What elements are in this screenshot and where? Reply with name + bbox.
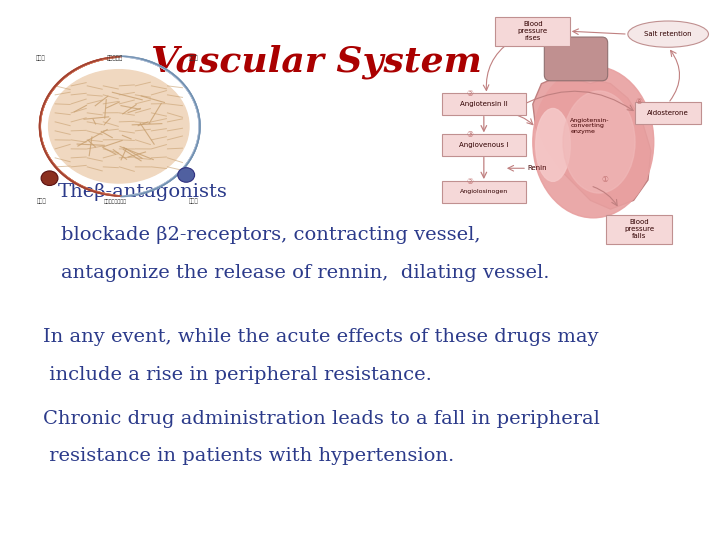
Text: Salt retention: Salt retention	[644, 31, 692, 37]
Text: Theβ-antagonists: Theβ-antagonists	[58, 183, 228, 201]
Text: Blood
pressure
rises: Blood pressure rises	[518, 21, 548, 41]
Text: ②: ②	[466, 177, 473, 186]
FancyBboxPatch shape	[442, 134, 526, 156]
Polygon shape	[533, 75, 651, 209]
Text: 毛细血管网: 毛细血管网	[107, 55, 123, 61]
Text: Vascular System: Vascular System	[151, 45, 482, 79]
Text: Renin: Renin	[527, 165, 546, 171]
Text: blockade β2-receptors, contracting vessel,: blockade β2-receptors, contracting vesse…	[61, 226, 481, 244]
Text: 小动脉: 小动脉	[35, 55, 45, 61]
Text: antagonize the release of rennin,  dilating vessel.: antagonize the release of rennin, dilati…	[61, 264, 549, 282]
Text: Angiolosinogen: Angiolosinogen	[459, 189, 508, 194]
Circle shape	[178, 167, 194, 183]
Circle shape	[41, 171, 58, 186]
Text: ⑧: ⑧	[636, 97, 643, 106]
Text: Angiovenous I: Angiovenous I	[459, 142, 508, 148]
FancyBboxPatch shape	[442, 181, 526, 202]
Text: 毛细血管前括约肌: 毛细血管前括约肌	[104, 199, 127, 204]
Text: 小静脉: 小静脉	[189, 55, 199, 61]
Text: Blood
pressure
falls: Blood pressure falls	[624, 219, 654, 240]
Text: 大动脉: 大动脉	[37, 198, 47, 204]
Ellipse shape	[533, 66, 654, 218]
Text: resistance in patients with hypertension.: resistance in patients with hypertension…	[43, 447, 454, 465]
Text: In any event, while the acute effects of these drugs may: In any event, while the acute effects of…	[43, 328, 599, 347]
Text: include a rise in peripheral resistance.: include a rise in peripheral resistance.	[43, 366, 432, 384]
Ellipse shape	[536, 109, 570, 181]
FancyBboxPatch shape	[606, 215, 672, 244]
Text: 大静脉: 大静脉	[189, 198, 199, 204]
Text: Angiotensin II: Angiotensin II	[460, 101, 508, 107]
FancyBboxPatch shape	[442, 93, 526, 115]
Text: Aldosterone: Aldosterone	[647, 110, 689, 116]
FancyBboxPatch shape	[544, 37, 608, 81]
Text: ③: ③	[466, 130, 473, 139]
Text: ①: ①	[601, 176, 608, 185]
Ellipse shape	[563, 91, 635, 193]
Text: Angiotensin-
converting
enzyme: Angiotensin- converting enzyme	[570, 118, 610, 134]
Text: Chronic drug administration leads to a fall in peripheral: Chronic drug administration leads to a f…	[43, 409, 600, 428]
FancyBboxPatch shape	[635, 102, 701, 124]
Ellipse shape	[628, 21, 708, 48]
Text: ②: ②	[466, 90, 473, 98]
FancyBboxPatch shape	[495, 17, 570, 46]
Ellipse shape	[49, 70, 189, 183]
